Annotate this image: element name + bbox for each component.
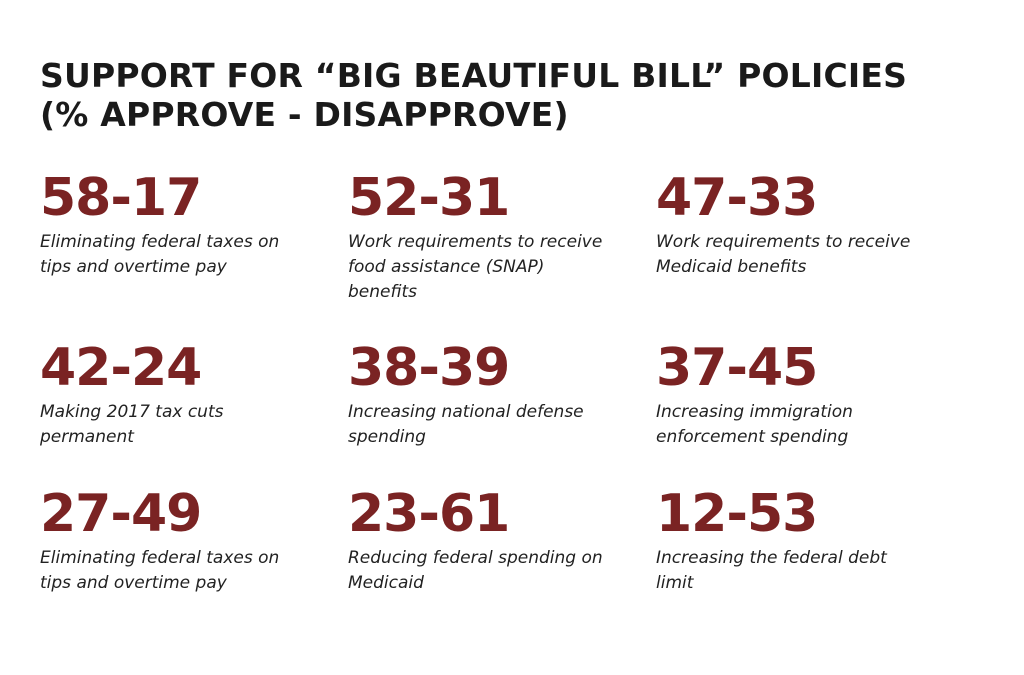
- policy-value: 38-39: [348, 338, 510, 398]
- chart-title: SUPPORT FOR “BIG BEAUTIFUL BILL” POLICIE…: [40, 56, 1000, 134]
- policy-item: 12-53 Increasing the federal debt limit: [656, 486, 926, 596]
- policy-label: Eliminating federal taxes on tips and ov…: [40, 232, 280, 277]
- policy-label: Work requirements to receive Medicaid be…: [656, 232, 911, 277]
- policy-value: 42-24: [40, 338, 202, 398]
- policy-label: Increasing immigration enforcement spend…: [656, 402, 853, 447]
- policy-value: 12-53: [656, 484, 818, 544]
- policy-item: 38-39 Increasing national defense spendin…: [348, 340, 618, 450]
- chart-title-line-1: SUPPORT FOR “BIG BEAUTIFUL BILL” POLICIE…: [40, 56, 908, 95]
- policy-value: 47-33: [656, 168, 818, 228]
- policy-item: 47-33 Work requirements to receive Medica…: [656, 170, 926, 280]
- policy-item: 42-24 Making 2017 tax cuts permanent: [40, 340, 310, 450]
- policy-label: Increasing national defense spending: [348, 402, 584, 447]
- policy-item: 52-31 Work requirements to receive food a…: [348, 170, 618, 305]
- policy-item: 23-61 Reducing federal spending on Medica…: [348, 486, 618, 596]
- policy-value: 52-31: [348, 168, 510, 228]
- policy-value: 58-17: [40, 168, 202, 228]
- policy-value: 27-49: [40, 484, 202, 544]
- policy-item: 27-49 Eliminating federal taxes on tips a…: [40, 486, 310, 596]
- chart-title-line-2: (% APPROVE - DISAPPROVE): [40, 95, 569, 134]
- policy-value: 23-61: [348, 484, 510, 544]
- policy-label: Work requirements to receive food assist…: [348, 232, 603, 302]
- policy-label: Reducing federal spending on Medicaid: [348, 548, 603, 593]
- policy-item: 37-45 Increasing immigration enforcement …: [656, 340, 926, 450]
- policy-label: Increasing the federal debt limit: [656, 548, 887, 593]
- policy-value: 37-45: [656, 338, 818, 398]
- policy-label: Eliminating federal taxes on tips and ov…: [40, 548, 280, 593]
- policy-item: 58-17 Eliminating federal taxes on tips a…: [40, 170, 310, 280]
- policy-label: Making 2017 tax cuts permanent: [40, 402, 224, 447]
